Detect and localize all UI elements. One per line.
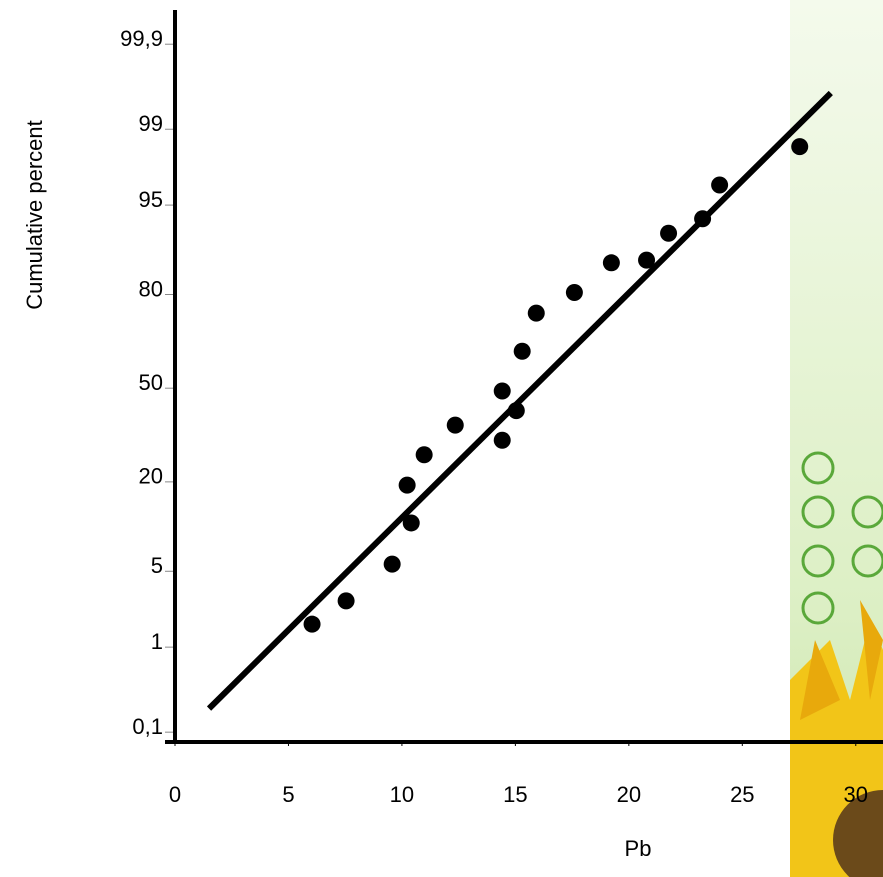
point bbox=[602, 254, 620, 272]
x-axis-label: Pb bbox=[625, 836, 652, 861]
point bbox=[694, 210, 712, 228]
point bbox=[565, 283, 583, 301]
point bbox=[493, 431, 511, 449]
point bbox=[507, 402, 525, 420]
point bbox=[493, 382, 511, 400]
x-tick-label: 0 bbox=[169, 782, 181, 807]
x-tick-label: 20 bbox=[617, 782, 641, 807]
point bbox=[402, 514, 420, 532]
y-tick-label: 1 bbox=[151, 629, 163, 654]
point bbox=[660, 224, 678, 242]
x-tick-label: 30 bbox=[844, 782, 868, 807]
y-tick-label: 20 bbox=[139, 464, 163, 489]
point bbox=[527, 304, 545, 322]
point bbox=[398, 476, 416, 494]
point bbox=[791, 138, 809, 156]
point bbox=[446, 416, 464, 434]
point bbox=[303, 615, 321, 633]
y-tick-label: 99 bbox=[139, 111, 163, 136]
point bbox=[513, 342, 531, 360]
point bbox=[711, 176, 729, 194]
y-tick-label: 80 bbox=[139, 276, 163, 301]
x-tick-label: 25 bbox=[730, 782, 754, 807]
x-tick-label: 5 bbox=[282, 782, 294, 807]
y-axis-label: Cumulative percent bbox=[22, 120, 47, 310]
point bbox=[383, 555, 401, 573]
fit-line bbox=[206, 90, 833, 711]
y-tick-label: 99,9 bbox=[120, 26, 163, 51]
decoration bbox=[790, 0, 883, 877]
x-tick-label: 10 bbox=[390, 782, 414, 807]
y-tick-label: 95 bbox=[139, 187, 163, 212]
point bbox=[337, 592, 355, 610]
point bbox=[415, 446, 433, 464]
y-tick-label: 5 bbox=[151, 553, 163, 578]
y-tick-label: 50 bbox=[139, 370, 163, 395]
y-tick-label: 0,1 bbox=[132, 714, 163, 739]
x-tick-label: 15 bbox=[503, 782, 527, 807]
point bbox=[638, 251, 656, 269]
